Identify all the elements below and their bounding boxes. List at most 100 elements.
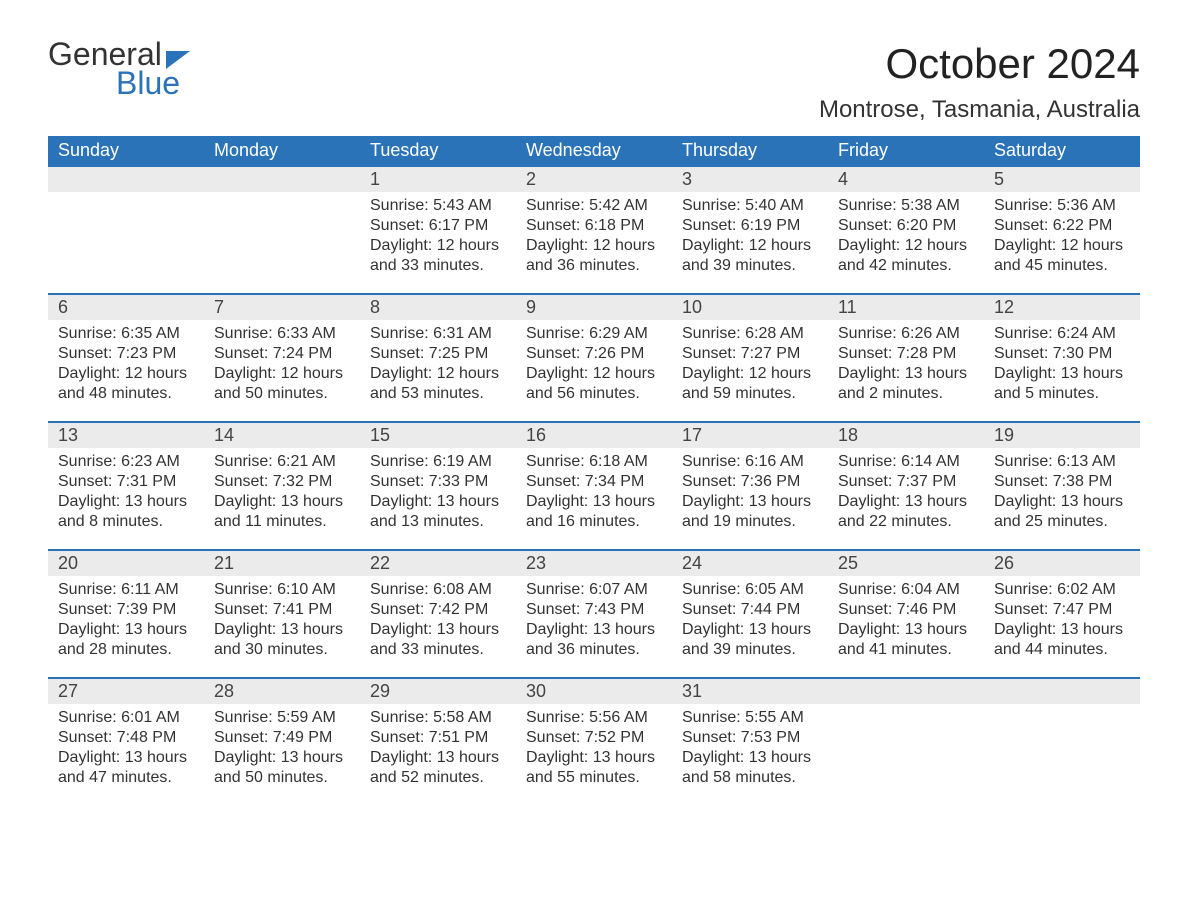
sunset-line: Sunset: 7:49 PM bbox=[214, 728, 350, 748]
day-number: 5 bbox=[984, 167, 1140, 192]
day-number: 18 bbox=[828, 423, 984, 448]
daylight-line: Daylight: 13 hours and 55 minutes. bbox=[526, 748, 662, 788]
daylight-line: Daylight: 12 hours and 48 minutes. bbox=[58, 364, 194, 404]
daylight-line: Daylight: 13 hours and 8 minutes. bbox=[58, 492, 194, 532]
sunrise-line: Sunrise: 6:21 AM bbox=[214, 452, 350, 472]
daylight-line: Daylight: 13 hours and 44 minutes. bbox=[994, 620, 1130, 660]
sunset-line: Sunset: 7:44 PM bbox=[682, 600, 818, 620]
sunset-line: Sunset: 7:30 PM bbox=[994, 344, 1130, 364]
day-number bbox=[204, 167, 360, 192]
sunset-line: Sunset: 7:26 PM bbox=[526, 344, 662, 364]
day-cell bbox=[48, 166, 204, 294]
day-number: 29 bbox=[360, 679, 516, 704]
day-content: Sunrise: 6:04 AMSunset: 7:46 PMDaylight:… bbox=[828, 576, 984, 668]
day-content: Sunrise: 5:59 AMSunset: 7:49 PMDaylight:… bbox=[204, 704, 360, 796]
sunset-line: Sunset: 7:23 PM bbox=[58, 344, 194, 364]
daylight-line: Daylight: 12 hours and 56 minutes. bbox=[526, 364, 662, 404]
sunset-line: Sunset: 7:38 PM bbox=[994, 472, 1130, 492]
day-cell: 22Sunrise: 6:08 AMSunset: 7:42 PMDayligh… bbox=[360, 550, 516, 678]
weekday-header-row: Sunday Monday Tuesday Wednesday Thursday… bbox=[48, 136, 1140, 166]
title-block: October 2024 Montrose, Tasmania, Austral… bbox=[819, 40, 1140, 124]
sunset-line: Sunset: 7:32 PM bbox=[214, 472, 350, 492]
day-number: 16 bbox=[516, 423, 672, 448]
day-cell bbox=[984, 678, 1140, 806]
weekday-header: Wednesday bbox=[516, 136, 672, 166]
sunrise-line: Sunrise: 6:08 AM bbox=[370, 580, 506, 600]
daylight-line: Daylight: 12 hours and 36 minutes. bbox=[526, 236, 662, 276]
daylight-line: Daylight: 13 hours and 41 minutes. bbox=[838, 620, 974, 660]
day-cell bbox=[204, 166, 360, 294]
daylight-line: Daylight: 13 hours and 39 minutes. bbox=[682, 620, 818, 660]
day-content: Sunrise: 6:21 AMSunset: 7:32 PMDaylight:… bbox=[204, 448, 360, 540]
day-content: Sunrise: 6:18 AMSunset: 7:34 PMDaylight:… bbox=[516, 448, 672, 540]
day-number bbox=[828, 679, 984, 704]
sunset-line: Sunset: 7:25 PM bbox=[370, 344, 506, 364]
day-content: Sunrise: 6:14 AMSunset: 7:37 PMDaylight:… bbox=[828, 448, 984, 540]
week-row: 27Sunrise: 6:01 AMSunset: 7:48 PMDayligh… bbox=[48, 678, 1140, 806]
day-content: Sunrise: 5:40 AMSunset: 6:19 PMDaylight:… bbox=[672, 192, 828, 284]
sunset-line: Sunset: 6:19 PM bbox=[682, 216, 818, 236]
day-cell: 26Sunrise: 6:02 AMSunset: 7:47 PMDayligh… bbox=[984, 550, 1140, 678]
weekday-header: Saturday bbox=[984, 136, 1140, 166]
daylight-line: Daylight: 12 hours and 50 minutes. bbox=[214, 364, 350, 404]
day-content: Sunrise: 5:58 AMSunset: 7:51 PMDaylight:… bbox=[360, 704, 516, 796]
sunset-line: Sunset: 7:28 PM bbox=[838, 344, 974, 364]
day-cell: 27Sunrise: 6:01 AMSunset: 7:48 PMDayligh… bbox=[48, 678, 204, 806]
day-number: 6 bbox=[48, 295, 204, 320]
day-cell: 12 Sunrise: 6:24 AMSunset: 7:30 PMDayligh… bbox=[984, 294, 1140, 422]
day-content: Sunrise: 6:01 AMSunset: 7:48 PMDaylight:… bbox=[48, 704, 204, 796]
day-cell: 19Sunrise: 6:13 AMSunset: 7:38 PMDayligh… bbox=[984, 422, 1140, 550]
day-cell: 9Sunrise: 6:29 AMSunset: 7:26 PMDaylight… bbox=[516, 294, 672, 422]
daylight-line: Daylight: 13 hours and 5 minutes. bbox=[994, 364, 1130, 404]
daylight-line: Daylight: 13 hours and 52 minutes. bbox=[370, 748, 506, 788]
day-content bbox=[828, 704, 984, 716]
day-content: Sunrise: 6:23 AMSunset: 7:31 PMDaylight:… bbox=[48, 448, 204, 540]
sunrise-line: Sunrise: 6:13 AM bbox=[994, 452, 1130, 472]
daylight-line: Daylight: 13 hours and 50 minutes. bbox=[214, 748, 350, 788]
day-number: 30 bbox=[516, 679, 672, 704]
sunset-line: Sunset: 7:48 PM bbox=[58, 728, 194, 748]
daylight-line: Daylight: 13 hours and 33 minutes. bbox=[370, 620, 506, 660]
daylight-line: Daylight: 12 hours and 33 minutes. bbox=[370, 236, 506, 276]
day-number bbox=[48, 167, 204, 192]
day-content bbox=[48, 192, 204, 204]
day-content: Sunrise: 5:38 AMSunset: 6:20 PMDaylight:… bbox=[828, 192, 984, 284]
day-number: 22 bbox=[360, 551, 516, 576]
day-content: Sunrise: 6:31 AMSunset: 7:25 PMDaylight:… bbox=[360, 320, 516, 412]
day-content: Sunrise: 6:02 AMSunset: 7:47 PMDaylight:… bbox=[984, 576, 1140, 668]
day-cell: 25Sunrise: 6:04 AMSunset: 7:46 PMDayligh… bbox=[828, 550, 984, 678]
sunrise-line: Sunrise: 6:16 AM bbox=[682, 452, 818, 472]
day-number: 14 bbox=[204, 423, 360, 448]
weekday-header: Thursday bbox=[672, 136, 828, 166]
sunrise-line: Sunrise: 6:23 AM bbox=[58, 452, 194, 472]
sunrise-line: Sunrise: 5:58 AM bbox=[370, 708, 506, 728]
day-cell: 1Sunrise: 5:43 AMSunset: 6:17 PMDaylight… bbox=[360, 166, 516, 294]
sunrise-line: Sunrise: 5:42 AM bbox=[526, 196, 662, 216]
day-number: 9 bbox=[516, 295, 672, 320]
day-cell: 28Sunrise: 5:59 AMSunset: 7:49 PMDayligh… bbox=[204, 678, 360, 806]
day-number: 28 bbox=[204, 679, 360, 704]
day-cell: 31Sunrise: 5:55 AMSunset: 7:53 PMDayligh… bbox=[672, 678, 828, 806]
day-number: 24 bbox=[672, 551, 828, 576]
sunset-line: Sunset: 6:18 PM bbox=[526, 216, 662, 236]
sunrise-line: Sunrise: 6:29 AM bbox=[526, 324, 662, 344]
sunset-line: Sunset: 7:53 PM bbox=[682, 728, 818, 748]
day-number: 31 bbox=[672, 679, 828, 704]
sunrise-line: Sunrise: 6:24 AM bbox=[994, 324, 1130, 344]
day-cell: 21Sunrise: 6:10 AMSunset: 7:41 PMDayligh… bbox=[204, 550, 360, 678]
daylight-line: Daylight: 13 hours and 47 minutes. bbox=[58, 748, 194, 788]
location: Montrose, Tasmania, Australia bbox=[819, 96, 1140, 124]
daylight-line: Daylight: 12 hours and 42 minutes. bbox=[838, 236, 974, 276]
day-content bbox=[984, 704, 1140, 716]
daylight-line: Daylight: 13 hours and 28 minutes. bbox=[58, 620, 194, 660]
sunrise-line: Sunrise: 6:33 AM bbox=[214, 324, 350, 344]
day-content: Sunrise: 5:56 AMSunset: 7:52 PMDaylight:… bbox=[516, 704, 672, 796]
logo-triangle-icon bbox=[166, 51, 190, 69]
day-number: 3 bbox=[672, 167, 828, 192]
day-content: Sunrise: 6:35 AMSunset: 7:23 PMDaylight:… bbox=[48, 320, 204, 412]
logo-word2: Blue bbox=[116, 69, 180, 98]
day-number: 12 bbox=[984, 295, 1140, 320]
sunrise-line: Sunrise: 5:43 AM bbox=[370, 196, 506, 216]
day-content: Sunrise: 6:29 AMSunset: 7:26 PMDaylight:… bbox=[516, 320, 672, 412]
sunset-line: Sunset: 7:36 PM bbox=[682, 472, 818, 492]
